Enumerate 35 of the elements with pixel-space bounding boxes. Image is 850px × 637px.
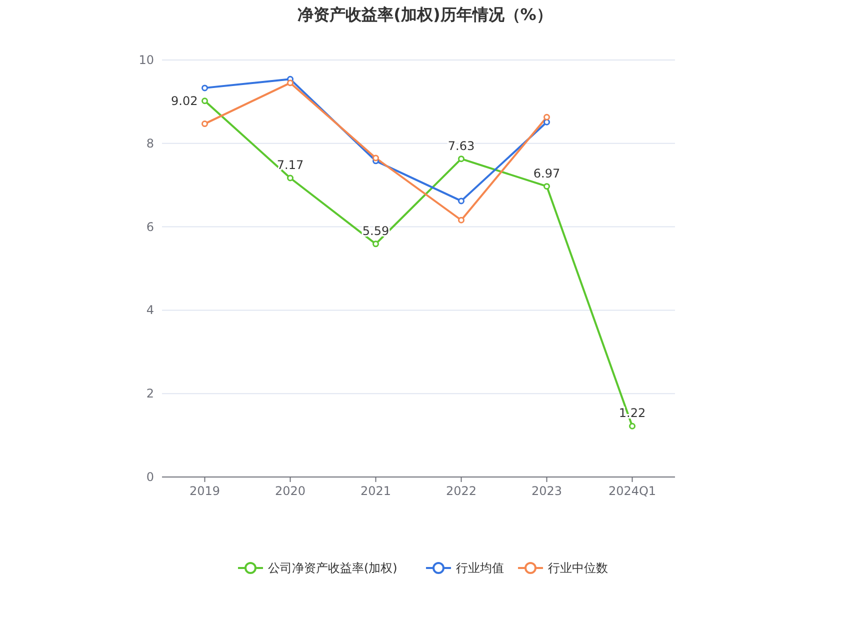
- point: [629, 422, 636, 430]
- y-tick-label: 2: [146, 386, 154, 401]
- y-tick-label: 6: [146, 220, 154, 234]
- x-tick-label: 2019: [189, 484, 220, 498]
- point: [544, 118, 550, 126]
- data-label: 7.63: [448, 138, 475, 153]
- y-tick-label: 10: [138, 53, 154, 67]
- data-label: 7.17: [276, 158, 304, 172]
- point: [202, 98, 208, 104]
- point: [544, 183, 550, 190]
- legend-label: 行业均值: [456, 561, 504, 575]
- data-label: 5.59: [362, 224, 390, 238]
- point: [372, 240, 379, 248]
- point: [287, 80, 294, 86]
- legend-label: 公司净资产收益率(加权): [268, 561, 398, 575]
- y-tick-label: 8: [146, 136, 154, 150]
- x-tick-label: 2022: [446, 484, 477, 498]
- point: [202, 84, 208, 92]
- legend-label: 行业中位数: [548, 561, 608, 575]
- y-tick-label: 4: [146, 303, 154, 318]
- x-tick-label: 2021: [360, 484, 392, 498]
- x-tick-label: 2023: [531, 484, 562, 498]
- point: [287, 174, 294, 182]
- y-tick-label: 0: [146, 470, 154, 484]
- x-tick-label: 2024Q1: [608, 484, 656, 498]
- point: [458, 198, 464, 204]
- x-tick-label: 2020: [274, 484, 306, 498]
- point: [202, 120, 208, 128]
- point: [458, 216, 464, 224]
- data-label: 9.02: [171, 94, 198, 108]
- data-label: 6.97: [533, 166, 560, 180]
- point: [544, 114, 550, 120]
- point: [372, 154, 379, 162]
- chart-title: 净资产收益率(加权)历年情况（%）: [298, 5, 552, 24]
- point: [458, 156, 464, 162]
